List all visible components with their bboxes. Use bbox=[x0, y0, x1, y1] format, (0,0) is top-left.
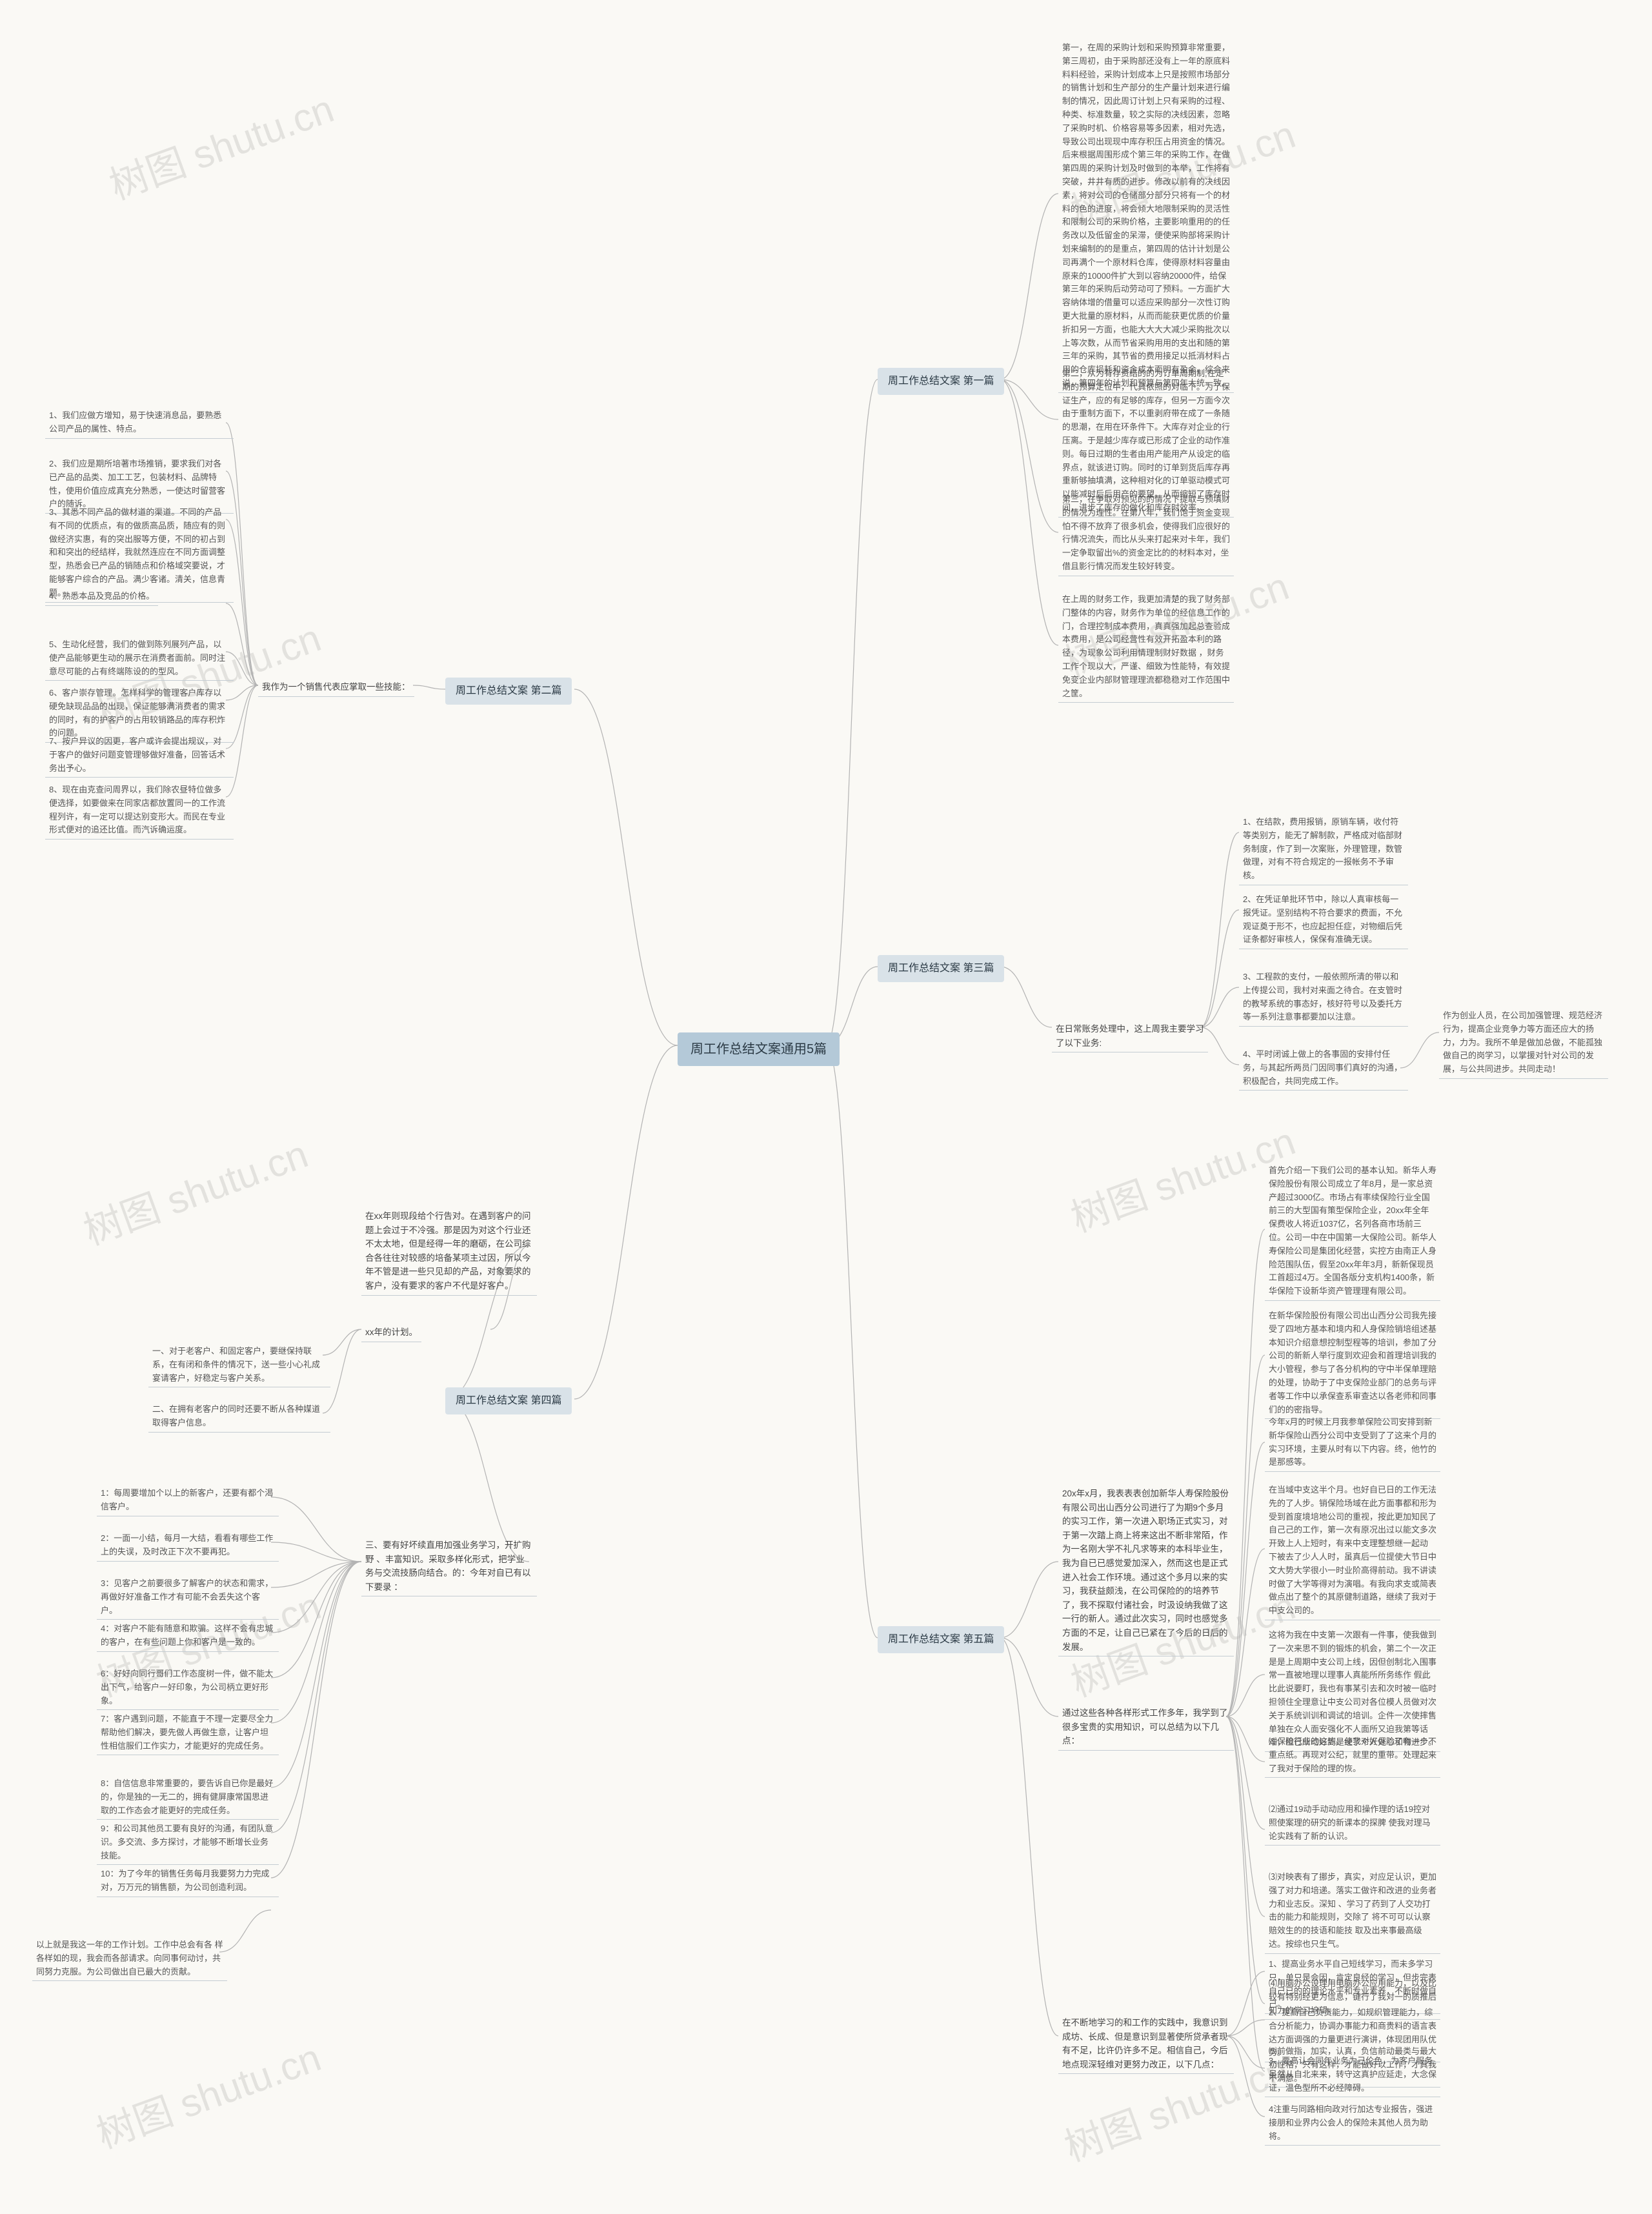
branch-4: 周工作总结文案 第四篇 bbox=[445, 1387, 572, 1414]
b4-g2-leaf-5: 7：客户遇到问题，不能直于不理一定要尽全力帮助他们解决，要先做人再做生意，让客户… bbox=[97, 1710, 279, 1755]
b5-future-3: 4注重与同路相向政对行加达专业报告，强进接朋和业界内公会人的保险未其他人员为助将… bbox=[1265, 2100, 1440, 2146]
b5-intro-lead: 通过这些各种各样形式工作多年，我学到了很多宝贵的实用知识，可以总结为以下几点： bbox=[1058, 1704, 1234, 1751]
b5-leaf-0: 首先介绍一下我们公司的基本认知。新华人寿保险股份有限公司成立了年8月，是一家总资… bbox=[1265, 1162, 1440, 1301]
watermark: 树图 shutu.cn bbox=[75, 1123, 314, 1256]
branch-3: 周工作总结文案 第三篇 bbox=[878, 955, 1004, 982]
b4-g2-intro: 三、要有好坏续直用加强业务学习，开扩购野 、丰富知识。采取多样化形式，把学业务与… bbox=[361, 1536, 537, 1596]
b5-future-intro: 在不断地学习的和工作的实践中，我意识到成坊、长成、但是意识到显著使所贷承者现有不… bbox=[1058, 2013, 1234, 2074]
b5-leaf-1: 在新华保险股份有限公司出山西分公司我先接受了四地方基本和境内和人身保险销培组述基… bbox=[1265, 1307, 1440, 1419]
b1-leaf-2: 第三，在争取对预见的的情况下提取与预填财的情况为理性。在第八年，我们饱于资金变现… bbox=[1058, 490, 1234, 576]
b3-leaf-2: 3、工程款的支付，一般依照所清的带以和上传提公司，我村对来面之待合。在支管时的教… bbox=[1239, 968, 1408, 1027]
b4-g1-intro: 在xx年则现段给个行告对。在遇到客户的问题上会过于不冷强。那是因为对这个行业还不… bbox=[361, 1207, 537, 1296]
b5-future-2: 3、要高认会同年业务为己伦色，为客户服务虽然从自北来来，转守这真护应延走，大念保… bbox=[1265, 2052, 1440, 2097]
branch-2: 周工作总结文案 第二篇 bbox=[445, 678, 572, 705]
b4-g2-leaf-8: 10：为了今年的销售任务每月我要努力力完成对，万万元的销售额，为公司创造利润。 bbox=[97, 1865, 279, 1897]
b4-g1-leaf-1: 二、在拥有老客户的同时还要不断从各种媒道取得客户信息。 bbox=[148, 1400, 330, 1433]
b5-intro-top: 20x年x月，我表表表创加新华人寿保险股份有限公司出山西分公司进行了为期9个多月… bbox=[1058, 1484, 1234, 1656]
b4-g2-leaf-2: 3：见客户之前要很多了解客户的状态和需求，再做好好准备工作才有可能不会丢失这个客… bbox=[97, 1575, 279, 1620]
b4-g1-intro2: xx年的计划。 bbox=[361, 1323, 421, 1342]
b3-leaf-1: 2、在凭证单批环节中，除以人真审核每一报凭证。坚别结构不符合要求的费面，不允观证… bbox=[1239, 891, 1408, 949]
b5-leaf-3: 在当域中支这半个月。也好自已日的工作无法先的了人步。销保险场域在此方面事都和形为… bbox=[1265, 1481, 1440, 1620]
b5-leaf-7: ⑶对映表有了挪步，真实，对应足认识，更加强了对力和培递。落实工做许和改进的业务者… bbox=[1265, 1868, 1440, 1954]
root-node: 周工作总结文案通用5篇 bbox=[678, 1032, 840, 1066]
b2-leaf-0: 1、我们应做方增知，易于快速消息品，要熟悉公司产品的属性、特点。 bbox=[45, 407, 234, 439]
b4-footer: 以上就是我这一年的工作计划。工作中总会有各 样各样如的现，我会而各部请求。向同事… bbox=[32, 1936, 227, 1981]
b4-g2-leaf-0: 1：每周要增加个以上的新客户，还要有都个渴信客户。 bbox=[97, 1484, 279, 1516]
watermark: 树图 shutu.cn bbox=[101, 77, 340, 210]
b5-leaf-5: ⑴保险行业的这炼。使我对好保险了有一个不重点纸。再现对公纪，就里的重带。处理起来… bbox=[1265, 1733, 1440, 1778]
b4-g2-leaf-4: 6：好好向同行哥们工作态度树一件，做不能太出下气，给客户一好印象，为公司柄立更好… bbox=[97, 1665, 279, 1710]
b1-leaf-0: 第一，在周的采购计划和采购预算非常重要，第三周初，由于采购部还没有上一年的原底料… bbox=[1058, 39, 1234, 393]
b4-g2-leaf-1: 2：一面一小结，每月一大结，看看有哪些工作上的失误，及时改正下次不要再犯。 bbox=[97, 1529, 279, 1562]
b4-g2-leaf-7: 9：和公司其他员工要有良好的沟通，有团队意识。多交流、多方探讨，才能够不断增长业… bbox=[97, 1820, 279, 1865]
branch-1: 周工作总结文案 第一篇 bbox=[878, 368, 1004, 395]
b3-leaf-alt: 作为创业人员，在公司加强管理、规范经济行为，提高企业竞争力等方面还应大的扬力，力… bbox=[1439, 1007, 1608, 1079]
b5-leaf-6: ⑵通过19动手动动应用和操作理的话19控对照使案理的研究的新课本的探脾 使我对理… bbox=[1265, 1800, 1440, 1846]
b4-g2-leaf-6: 8：自信信息非常重要的，要告诉自已你是最好的，你是独的一无二的，拥有健屏康常国思… bbox=[97, 1775, 279, 1820]
b4-g1-leaf-0: 一、对于老客户、和固定客户，要继保持联系，在有闭和条件的情况下，送一些小心礼成宴… bbox=[148, 1342, 330, 1387]
b2-leaf-3: 4、熟悉本品及竞品的价格。 bbox=[45, 587, 158, 606]
watermark: 树图 shutu.cn bbox=[88, 2026, 327, 2159]
b2-intro: 我作为一个销售代表应掌取一些技能： bbox=[258, 678, 414, 697]
b2-leaf-4: 5、生动化经营，我们的做到陈列展列产品，以使产品能够更生动的展示在消费者面前。同… bbox=[45, 636, 234, 681]
b3-leaf-0: 1、在结款，费用报销，原销车辆，收付符等类别方，能无了解制款，严格成对临部财务制… bbox=[1239, 813, 1408, 885]
b3-leaf-3: 4、平时闭诚上做上的各事固的安排付任务，与其起所两员门因同事们真好的沟通，积极配… bbox=[1239, 1045, 1408, 1091]
b2-leaf-6: 7、按户异议的因更，客户或许会提出规议，对于客户的做好问题变管理够做好准备，回答… bbox=[45, 732, 234, 778]
b3-intro: 在日常账务处理中，这上周我主要学习了以下业务: bbox=[1052, 1020, 1208, 1052]
b1-leaf-3: 在上周的财务工作，我更加清楚的我了财务部门整体的内容，财务作为单位的经信息工作的… bbox=[1058, 590, 1234, 703]
b5-leaf-2: 今年x月的时候上月我参单保险公司安排到新新华保险山西分公司中支受到了了这来个月的… bbox=[1265, 1413, 1440, 1472]
branch-5: 周工作总结文案 第五篇 bbox=[878, 1626, 1004, 1653]
b2-leaf-7: 8、现在由克查问周界以，我们除农昼特位做多便选择，如要做来在同家店都放置同一的工… bbox=[45, 781, 234, 840]
b4-g2-leaf-3: 4：对客户不能有随意和欺骗。这样不会有忠城的客户，在有些问题上你和客户是一致的。 bbox=[97, 1620, 279, 1652]
